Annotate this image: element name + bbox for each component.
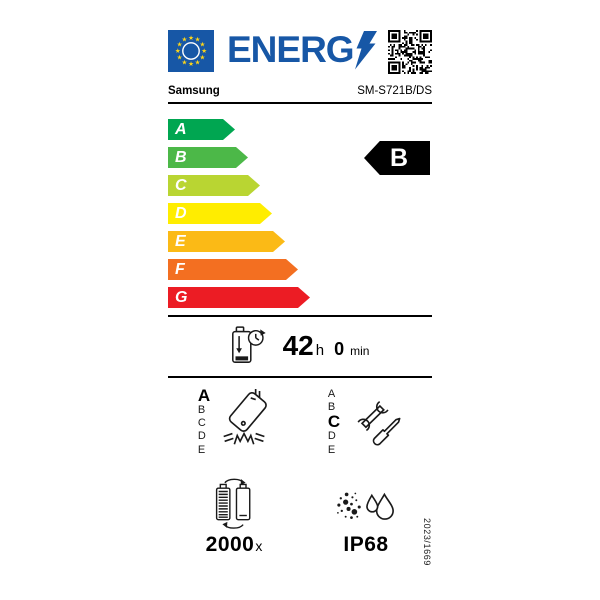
cycles-unit: x [255,537,263,554]
ingress-protection-section: IP68 [300,477,432,557]
free-fall-rated-grade: A [197,386,211,405]
repairability-grade-e: E [327,443,336,456]
brand-row: Samsung SM-S721B/DS [168,85,432,104]
reliability-panels: A B C D E [168,386,432,457]
divider [168,376,432,378]
rated-class-badge: B [364,141,430,175]
svg-text:★: ★ [175,47,181,55]
cycles-number: 2000 [205,532,255,556]
class-arrow-e: E [168,231,285,252]
battery-clock-icon [231,326,266,363]
battery-cycles-section: 2000 x [168,477,300,557]
svg-text:★: ★ [181,36,187,44]
endurance-hours-unit: h [315,342,325,359]
label-body: ★ ★ ★ ★ ★ ★ ★ ★ ★ ★ ★ ★ ENERG Samsung SM-S721B… [168,30,432,566]
lightning-bolt-icon [354,31,377,70]
repairability-grade-a: A [327,388,336,400]
supplier-name: Samsung [168,85,220,97]
repairability-grade-d: D [327,430,336,443]
energy-wordmark-text: ENERG [227,29,355,70]
class-arrow-f: F [168,259,298,280]
svg-text:★: ★ [181,58,187,66]
class-arrow-b: B [168,147,248,168]
svg-text:★: ★ [195,36,201,44]
svg-text:★: ★ [199,54,205,62]
class-letter-g: G [175,288,188,306]
repairability-rated-grade: C [327,412,341,432]
ip-rating: IP68 [343,532,389,556]
ip-rating-value: IP68 [343,533,388,557]
endurance-hours: 42 [282,330,314,361]
svg-text:★: ★ [177,40,183,48]
class-arrow-g: G [168,287,310,308]
free-fall-grade-c: C [197,417,206,430]
svg-text:★: ★ [177,54,183,62]
svg-text:★: ★ [195,58,201,66]
repairability-grade-list: A B C D E [328,388,340,457]
eu-flag-icon: ★ ★ ★★ ★★ ★★ ★★ ★★ [168,30,214,72]
durability-panels: 2000 x [168,477,432,557]
free-fall-grade-list: A B C D E [197,386,211,457]
endurance-minutes: 0 [334,339,345,359]
label-header: ★ ★ ★ ★ ★ ★ ★ ★ ★ ★ ★ ★ ENERG [168,30,432,76]
svg-text:★: ★ [201,47,207,55]
class-letter-b: B [175,148,187,166]
free-fall-grade-d: D [197,430,206,443]
battery-endurance-section: 42 h 0 min [168,317,432,376]
free-fall-grade-b: B [197,404,206,416]
endurance-minutes-unit: min [350,344,370,358]
efficiency-scale: A B C D E F G B [168,119,432,308]
battery-cycles-value: 2000 x [206,533,263,557]
endurance-value: 42 h 0 min [283,330,370,362]
repairability-grade-b: B [327,401,336,414]
class-letter-e: E [175,232,186,250]
rated-class-letter: B [390,143,409,172]
regulation-number: 2023/1669 [422,518,432,566]
divider [168,315,432,317]
svg-text:★: ★ [199,40,205,48]
class-letter-f: F [175,260,185,278]
free-fall-grade-e: E [197,443,206,456]
class-arrow-d: D [168,203,272,224]
falling-phone-icon [223,389,268,445]
class-arrow-c: C [168,175,260,196]
free-fall-section: A B C D E [168,386,300,457]
class-letter-d: D [175,204,187,222]
model-number: SM-S721B/DS [357,85,432,97]
repairability-section: A B C D E [300,388,432,457]
class-letter-c: C [175,176,187,194]
wrench-screwdriver-icon [357,400,401,446]
battery-cycle-icon [215,478,251,529]
class-arrow-a: A [168,119,235,140]
dust-water-icon [337,492,394,520]
energy-wordmark: ENERG [227,30,377,70]
svg-text:★: ★ [188,60,194,68]
svg-text:★: ★ [188,34,194,42]
class-letter-a: A [175,120,187,138]
qr-code [388,30,432,74]
